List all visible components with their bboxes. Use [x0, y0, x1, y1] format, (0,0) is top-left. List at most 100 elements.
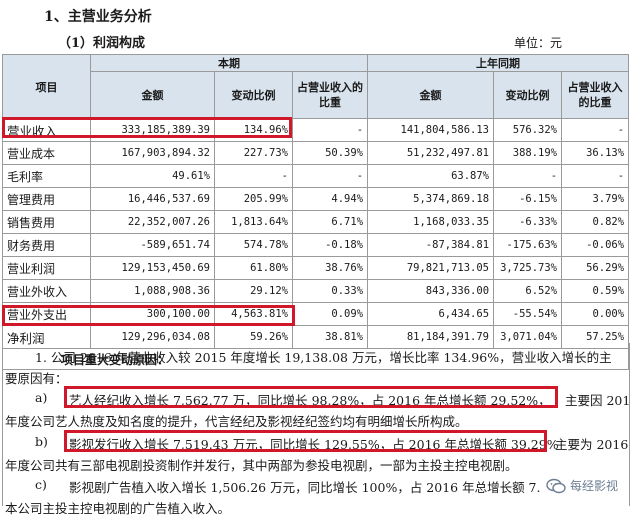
cell-prev-share: - [561, 118, 630, 142]
cell-prev-change: - [493, 164, 563, 188]
subsection-heading: （1）利润构成 [58, 36, 146, 51]
col-header-prev-share: 占营业收入的比重 [561, 71, 630, 119]
col-header-cur-share: 占营业收入的比重 [291, 71, 369, 119]
table-row: 营业收入 333,185,389.39 134.96% -141,804,586.13… [2, 118, 630, 142]
table-row: 销售费用 22,352,007.26 1,813.64% 6.71% 1,168,033… [2, 210, 630, 234]
highlight-box-revenue [2, 117, 292, 138]
cell-prev-amount: 1,168,033.35 [367, 210, 495, 234]
table-row: 净利润 129,296,034.08 59.26% 38.81% 81,184,391.… [2, 325, 630, 349]
cell-cur-amount: -589,651.74 [90, 233, 215, 257]
note-b-marker: b) [35, 434, 48, 449]
cell-prev-change: -6.33% [493, 210, 563, 234]
row-label: 毛利率 [2, 164, 91, 188]
cell-prev-amount: 51,232,497.81 [367, 141, 495, 165]
note-b-line2: 年度公司共有三部电视剧投资制作并发行，其中两部为参投电视剧，一部为主投主控电视剧… [5, 458, 518, 473]
cell-cur-share: 38.81% [291, 325, 369, 349]
col-header-current-period: 本期 [89, 54, 369, 72]
row-label: 营业外收入 [2, 279, 91, 303]
row-label: 营业成本 [2, 141, 91, 165]
cell-prev-amount: 63.87% [367, 164, 495, 188]
cell-cur-share: 38.76% [291, 256, 369, 280]
cell-prev-share: 36.13% [561, 141, 630, 165]
row-label: 财务费用 [2, 233, 91, 257]
cell-prev-amount: -87,384.81 [367, 233, 495, 257]
note-a-rest: 主要因 2016 [565, 393, 630, 408]
highlight-box-note-a [64, 386, 558, 408]
cell-prev-share: 0.82% [561, 210, 630, 234]
row-label: 营业收入 [2, 118, 91, 142]
row-label: 销售费用 [2, 210, 91, 234]
cell-prev-share: 3.79% [561, 187, 630, 211]
row-label: 净利润 [2, 325, 91, 349]
cell-prev-share: 0.00% [561, 302, 630, 326]
col-header-cur-amount: 金额 [90, 71, 215, 119]
table-section-row: 项目重大变动原因： [1, 348, 630, 370]
wechat-icon [546, 478, 566, 493]
cell-cur-change: 227.73% [214, 141, 293, 165]
section-heading: 1、主营业务分析 [44, 9, 152, 25]
row-label: 营业利润 [2, 256, 91, 280]
cell-cur-share: 6.71% [291, 210, 369, 234]
note-a-marker: a) [35, 390, 48, 405]
col-header-item: 项目 [2, 54, 91, 119]
unit-label: 单位：元 [514, 36, 563, 50]
cell-cur-change: 205.99% [214, 187, 293, 211]
cell-prev-change: 3,725.73% [493, 256, 563, 280]
cell-cur-share: 0.09% [291, 302, 369, 326]
cell-cur-change: - [214, 164, 293, 188]
cell-cur-share: 0.33% [291, 279, 369, 303]
cell-cur-change: 574.78% [214, 233, 293, 257]
note-b-rest: 主要为 2016 [555, 437, 629, 452]
col-header-prev-change: 变动比例 [493, 71, 563, 119]
cell-prev-change: -55.54% [493, 302, 563, 326]
table-row: 毛利率 49.61% - -63.87% - - [2, 164, 630, 188]
watermark-text: 每经影视 [569, 479, 618, 493]
note-a-highlight: 艺人经纪收入增长 7,562.77 万，同比增长 98.28%，占 2016 年… [69, 393, 551, 408]
cell-prev-share: - [561, 164, 630, 188]
note-b-highlight: 影视发行收入增长 7,519.43 万元，同比增长 129.55%，占 2016… [69, 437, 559, 452]
note-p1-line1: 1. 公司 2016 年营业收入较 2015 年度增长 19,138.08 万元… [35, 350, 612, 365]
cell-prev-change: 3,071.04% [493, 325, 563, 349]
cell-prev-amount: 5,374,869.18 [367, 187, 495, 211]
cell-cur-amount: 167,903,894.32 [90, 141, 215, 165]
cell-prev-amount: 843,336.00 [367, 279, 495, 303]
cell-cur-amount: 22,352,007.26 [90, 210, 215, 234]
highlight-box-note-b [64, 430, 547, 452]
cell-prev-change: 6.52% [493, 279, 563, 303]
note-c-text: 影视剧广告植入收入增长 1,506.26 万元，同比增长 100%，占 2016… [69, 480, 541, 495]
notes-section: 1. 公司 2016 年营业收入较 2015 年度增长 19,138.08 万元… [2, 343, 630, 516]
note-c-marker: c) [35, 477, 47, 492]
cell-prev-share: 0.59% [561, 279, 630, 303]
row-label: 管理费用 [2, 187, 91, 211]
cell-cur-share: - [291, 164, 369, 188]
cell-cur-amount: 1,088,908.36 [90, 279, 215, 303]
cell-prev-share: 56.29% [561, 256, 630, 280]
cell-cur-amount: 49.61% [90, 164, 215, 188]
cell-prev-change: 576.32% [493, 118, 563, 142]
cell-cur-change: 1,813.64% [214, 210, 293, 234]
note-c-line2: 本公司主投主控电视剧的广告植入收入。 [5, 501, 231, 516]
cell-prev-change: 388.19% [493, 141, 563, 165]
col-header-cur-change: 变动比例 [214, 71, 293, 119]
cell-cur-share: 4.94% [291, 187, 369, 211]
cell-cur-share: 50.39% [291, 141, 369, 165]
watermark: 每经影视 [546, 477, 618, 494]
col-header-prev-amount: 金额 [367, 71, 495, 119]
cell-prev-amount: 79,821,713.05 [367, 256, 495, 280]
table-row: 营业利润 129,153,450.69 61.80% 38.76% 79,821,713… [2, 256, 630, 280]
table-row: 营业成本 167,903,894.32 227.73% 50.39% 51,232,49… [2, 141, 630, 165]
cell-prev-amount: 6,434.65 [367, 302, 495, 326]
cell-prev-change: -175.63% [493, 233, 563, 257]
cell-cur-share: -0.18% [291, 233, 369, 257]
table-row: 财务费用 -589,651.74 574.78% -0.18% -87,384.81 -1… [2, 233, 630, 257]
cell-cur-change: 29.12% [214, 279, 293, 303]
cell-cur-amount: 129,153,450.69 [90, 256, 215, 280]
cell-prev-share: -0.06% [561, 233, 630, 257]
col-header-prior-period: 上年同期 [367, 54, 630, 72]
table-row: 营业外收入 1,088,908.36 29.12% 0.33% 843,336.00 6.… [2, 279, 630, 303]
note-p1-line2: 要原因有： [5, 371, 68, 386]
cell-prev-amount: 141,804,586.13 [367, 118, 495, 142]
section-title: 项目重大变动原因： [1, 348, 630, 370]
cell-cur-amount: 333,185,389.39 [90, 118, 215, 142]
cell-cur-share: - [291, 118, 369, 142]
